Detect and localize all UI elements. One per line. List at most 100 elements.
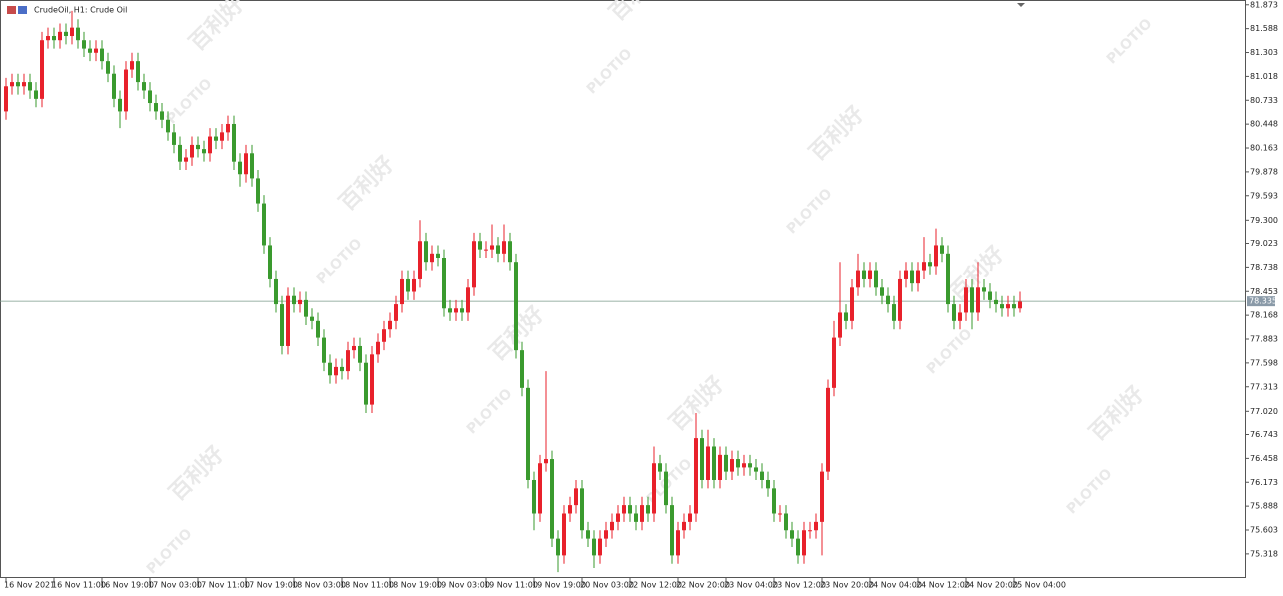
icon: [18, 6, 27, 14]
candle-body: [142, 82, 146, 91]
y-tick-label: 80.448: [1250, 120, 1278, 129]
candle-body: [358, 345, 362, 363]
candle-body: [304, 299, 308, 317]
candle-body: [94, 48, 98, 53]
candle-body: [694, 438, 698, 514]
candle-body: [22, 82, 26, 87]
candle-body: [952, 304, 956, 321]
candle-body: [334, 366, 338, 376]
candle-body: [58, 31, 62, 41]
candle-body: [688, 513, 692, 522]
candle-body: [808, 530, 812, 532]
candle-body: [1006, 304, 1010, 309]
candle-body: [628, 505, 632, 514]
candle-body: [472, 241, 476, 288]
candle-body: [112, 73, 116, 99]
candle-body: [802, 530, 806, 556]
candle-body: [34, 90, 38, 99]
x-tick-label: 18 Nov 19:00: [388, 581, 442, 590]
candle-body: [784, 513, 788, 531]
y-tick-label: 81.018: [1250, 72, 1278, 81]
x-tick-label: 23 Nov 12:00: [772, 581, 826, 590]
candle-body: [592, 538, 596, 556]
y-tick-label: 77.020: [1250, 407, 1278, 416]
candle-body: [166, 119, 170, 133]
candle-body: [244, 153, 248, 175]
x-tick-label: 16 Nov 11:00: [52, 581, 106, 590]
plot-frame: [0, 0, 1246, 578]
candle-body: [520, 350, 524, 388]
candle-body: [214, 136, 218, 141]
candle-body: [826, 387, 830, 472]
candle-body: [1018, 301, 1022, 309]
y-tick-label: 79.593: [1250, 191, 1278, 200]
candle-body: [202, 149, 206, 154]
candle-body: [136, 61, 140, 83]
shift-marker: [1017, 3, 1025, 7]
candle-body: [448, 308, 452, 313]
candle-body: [682, 521, 686, 531]
x-tick-label: 23 Nov 04:00: [724, 581, 778, 590]
candle-body: [250, 153, 254, 179]
candle-body: [976, 287, 980, 313]
candle-body: [322, 337, 326, 363]
candle-body: [4, 86, 8, 112]
candle-body: [496, 245, 500, 254]
x-tick-label: 24 Nov 12:00: [916, 581, 970, 590]
candle-body: [394, 304, 398, 321]
candle-body: [988, 291, 992, 300]
y-tick-label: 81.588: [1250, 24, 1278, 33]
candle-body: [364, 362, 368, 405]
candle-body: [574, 488, 578, 506]
candle-body: [706, 446, 710, 480]
candle-body: [676, 530, 680, 556]
x-tick-label: 16 Nov 2021: [4, 581, 55, 590]
candle-body: [586, 530, 590, 539]
candle-body: [262, 203, 266, 246]
candle-body: [148, 90, 152, 104]
candle-body: [820, 471, 824, 522]
candle-body: [76, 27, 80, 41]
y-tick-label: 75.603: [1250, 526, 1278, 535]
candle-body: [28, 82, 32, 91]
candle-body: [508, 241, 512, 263]
x-tick-label: 19 Nov 03:00: [436, 581, 490, 590]
candle-body: [514, 262, 518, 351]
y-tick-label: 79.023: [1250, 239, 1278, 248]
candle-body: [226, 123, 230, 133]
candle-body: [442, 258, 446, 309]
candle-body: [436, 253, 440, 259]
candle-body: [730, 459, 734, 472]
x-tick-label: 19 Nov 11:00: [484, 581, 538, 590]
y-tick-label: 76.173: [1250, 478, 1278, 487]
candle-body: [64, 31, 68, 37]
candle-body: [982, 287, 986, 292]
x-tick-label: 19 Nov 19:00: [532, 581, 586, 590]
candle-body: [490, 245, 494, 250]
candle-body: [88, 48, 92, 53]
x-tick-label: 24 Nov 20:00: [964, 581, 1018, 590]
candle-body: [994, 299, 998, 305]
candle-body: [940, 245, 944, 254]
x-tick-label: 17 Nov 19:00: [244, 581, 298, 590]
y-tick-label: 76.458: [1250, 454, 1278, 463]
candle-body: [298, 299, 302, 305]
candle-body: [502, 241, 506, 254]
candle-body: [640, 505, 644, 522]
candle-body: [868, 270, 872, 279]
candle-body: [742, 463, 746, 468]
candle-body: [196, 144, 200, 150]
candle-body: [670, 505, 674, 556]
candle-body: [82, 40, 86, 49]
candle-body: [70, 27, 74, 37]
y-tick-label: 79.300: [1250, 216, 1278, 225]
candle-body: [460, 308, 464, 313]
candle-body: [400, 278, 404, 305]
y-tick-label: 78.168: [1250, 311, 1278, 320]
candle-body: [904, 270, 908, 279]
candle-body: [328, 362, 332, 376]
y-tick-label: 80.163: [1250, 144, 1278, 153]
candle-body: [430, 253, 434, 263]
candle-body: [916, 270, 920, 284]
